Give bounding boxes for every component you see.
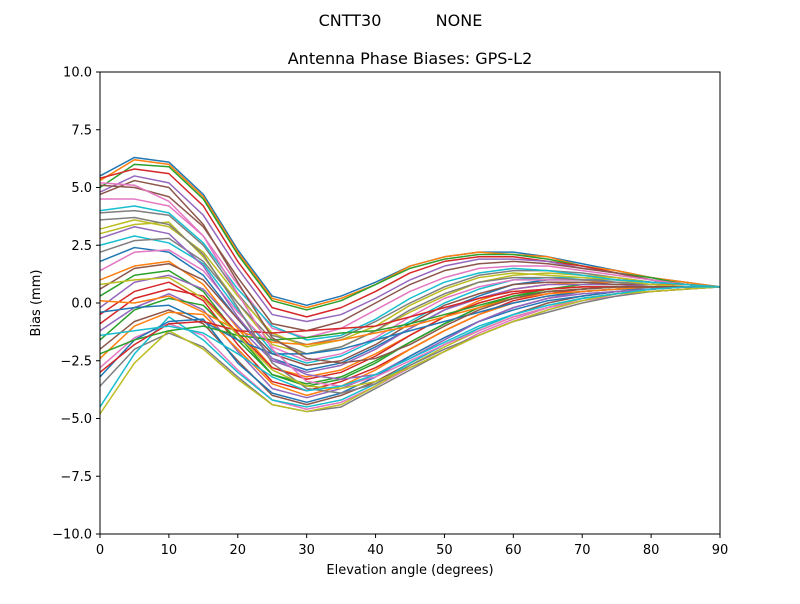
y-tick-label: 5.0: [71, 181, 92, 196]
y-tick-label: −2.5: [60, 354, 92, 369]
x-tick-label: 10: [161, 543, 178, 558]
y-tick-label: 7.5: [71, 123, 92, 138]
y-tick-label: 0.0: [71, 297, 92, 312]
series-line-30: [99, 205, 721, 341]
series-layer: [99, 156, 721, 415]
y-tick-label: −10.0: [52, 528, 92, 543]
x-tick-label: 90: [712, 543, 729, 558]
series-line-36: [99, 179, 720, 364]
series-line-40: [99, 286, 720, 392]
series-line-6: [99, 184, 721, 332]
y-tick-label: −5.0: [60, 412, 92, 427]
y-tick-label: 10.0: [63, 66, 92, 81]
x-tick-label: 70: [574, 543, 591, 558]
x-tick-label: 40: [367, 543, 384, 558]
y-tick-label: −7.5: [60, 470, 92, 485]
x-tick-label: 50: [436, 543, 453, 558]
chart-title: Antenna Phase Biases: GPS-L2: [288, 49, 533, 68]
series-line-38: [99, 216, 721, 394]
x-tick-label: 20: [230, 543, 247, 558]
x-axis-ticks: 0 10 20 30 40 50 60 70 80 90: [96, 534, 728, 558]
x-tick-label: 0: [96, 543, 104, 558]
series-line-28: [99, 237, 720, 355]
series-line-2: [99, 159, 721, 309]
suptitle-antenna: CNTT30: [319, 11, 382, 30]
x-tick-label: 80: [643, 543, 660, 558]
x-tick-label: 60: [505, 543, 522, 558]
y-axis-label: Bias (mm): [29, 270, 44, 337]
x-axis-label: Elevation angle (degrees): [326, 563, 493, 578]
suptitle-radome: NONE: [436, 11, 483, 30]
series-line-32: [99, 286, 720, 346]
x-tick-label: 30: [298, 543, 315, 558]
y-axis-ticks: −10.0 −7.5 −5.0 −2.5 0.0 2.5 5.0 7.5 10.0: [52, 66, 100, 543]
series-line-9: [99, 221, 721, 355]
y-tick-label: 2.5: [71, 239, 92, 254]
